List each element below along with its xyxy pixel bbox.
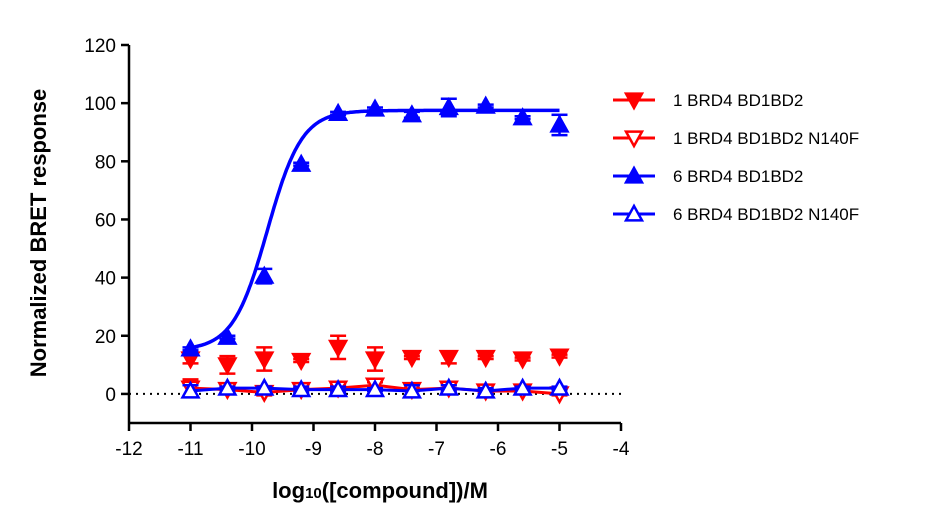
- data-point: [512, 351, 533, 370]
- data-point: [217, 326, 238, 345]
- data-point: [438, 377, 459, 396]
- y-tick-label: 20: [95, 327, 116, 348]
- data-point: [327, 102, 349, 121]
- data-point: [401, 349, 423, 369]
- x-tick-label: -11: [177, 439, 203, 460]
- data-point: [180, 380, 201, 399]
- legend: 1 BRD4 BD1BD2 1 BRD4 BD1BD2 N140F 6 BRD4 B…: [613, 91, 859, 224]
- data-point: [438, 349, 459, 369]
- data-point: [438, 96, 459, 116]
- series-3: [180, 95, 570, 357]
- data-point: [254, 265, 275, 284]
- x-tick-label: -9: [305, 439, 322, 460]
- data-point: [549, 114, 570, 133]
- legend-label: 1 BRD4 BD1BD2: [673, 91, 803, 110]
- data-point: [475, 95, 496, 114]
- legend-marker: [623, 130, 645, 149]
- data-point: [254, 377, 275, 396]
- data-point: [217, 357, 238, 376]
- data-point: [364, 351, 386, 370]
- legend-marker: [623, 203, 645, 222]
- y-tick-label: 40: [95, 269, 116, 290]
- series-1: [180, 334, 570, 376]
- data-point: [217, 377, 238, 396]
- y-tick-label: 80: [95, 152, 116, 173]
- series-4: [180, 377, 570, 399]
- y-axis-title: Normalized BRET response: [26, 89, 51, 378]
- legend-marker: [623, 92, 645, 111]
- x-tick-label: -12: [115, 439, 142, 460]
- legend-label: 6 BRD4 BD1BD2: [673, 167, 803, 186]
- y-tick-label: 120: [84, 36, 116, 57]
- data-point: [549, 377, 570, 396]
- data-point: [512, 377, 533, 396]
- y-tick-label: 0: [105, 385, 116, 406]
- legend-label: 1 BRD4 BD1BD2 N140F: [673, 129, 859, 148]
- data-point: [512, 107, 533, 126]
- x-tick-label: -4: [613, 439, 630, 460]
- x-tick-label: -8: [367, 439, 384, 460]
- x-tick-label: -10: [238, 439, 265, 460]
- data-point: [475, 349, 496, 369]
- data-point: [327, 378, 349, 398]
- x-tick-label: -5: [551, 439, 568, 460]
- data-point: [364, 378, 386, 398]
- series-layer: [180, 95, 570, 405]
- y-tick-label: 60: [95, 210, 116, 231]
- data-point: [475, 380, 496, 399]
- legend-item-3: 6 BRD4 BD1BD2: [613, 165, 803, 186]
- x-tick-label: -6: [490, 439, 507, 460]
- axes: 0 20 40 60 80 100 120 -12 -11 -10 -9 -8 -7 -6 -5 -4: [84, 36, 630, 460]
- data-point: [364, 98, 386, 117]
- legend-item-2: 1 BRD4 BD1BD2 N140F: [613, 129, 859, 149]
- data-point: [291, 378, 312, 398]
- x-tick-label: -7: [428, 439, 445, 460]
- data-point: [401, 104, 423, 123]
- data-point: [291, 153, 312, 172]
- legend-item-4: 6 BRD4 BD1BD2 N140F: [613, 203, 859, 224]
- legend-label: 6 BRD4 BD1BD2 N140F: [673, 205, 859, 224]
- data-point: [180, 338, 201, 357]
- legend-item-1: 1 BRD4 BD1BD2: [613, 91, 803, 111]
- x-axis-title: log10([compound])/M: [272, 478, 488, 503]
- fit-curve: [190, 108, 560, 350]
- data-point: [401, 380, 423, 399]
- data-point: [254, 351, 275, 370]
- legend-marker: [623, 165, 645, 184]
- y-tick-label: 100: [84, 94, 116, 115]
- data-point: [549, 348, 570, 367]
- data-point: [291, 352, 312, 372]
- data-point: [327, 339, 349, 358]
